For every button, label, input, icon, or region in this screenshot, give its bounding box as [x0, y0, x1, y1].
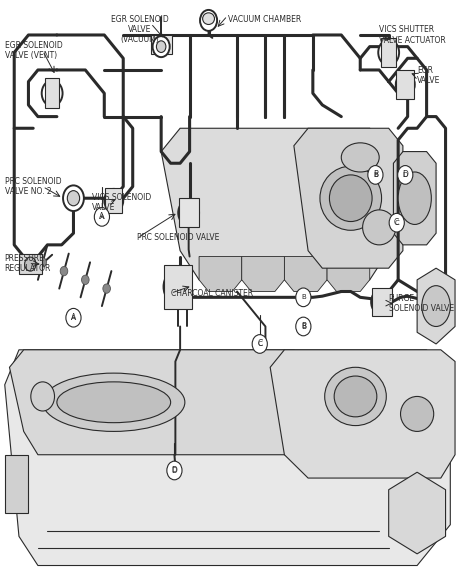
Text: C: C [257, 339, 263, 349]
Ellipse shape [341, 143, 379, 172]
Bar [396, 70, 414, 99]
Text: D: D [172, 466, 177, 475]
Text: C: C [257, 341, 262, 347]
Polygon shape [5, 350, 450, 566]
Bar [19, 254, 42, 274]
Text: PRESSURE
REGULATOR: PRESSURE REGULATOR [5, 254, 51, 273]
Text: PRC SOLENOID VALVE: PRC SOLENOID VALVE [137, 233, 220, 243]
Ellipse shape [329, 175, 372, 222]
Circle shape [39, 258, 46, 267]
Circle shape [383, 45, 395, 60]
Circle shape [371, 289, 392, 315]
Circle shape [178, 200, 199, 226]
Circle shape [296, 317, 311, 336]
Text: EGR
VALVE: EGR VALVE [417, 66, 440, 85]
Circle shape [168, 275, 188, 299]
Ellipse shape [325, 367, 386, 426]
Circle shape [398, 166, 413, 184]
Circle shape [389, 213, 404, 232]
Polygon shape [5, 455, 28, 513]
Polygon shape [284, 257, 327, 292]
Circle shape [167, 461, 182, 480]
Text: PURGE
SOLENOID VALVE: PURGE SOLENOID VALVE [389, 294, 454, 312]
Polygon shape [9, 350, 308, 455]
Polygon shape [393, 152, 436, 245]
Ellipse shape [334, 376, 377, 417]
Polygon shape [294, 128, 403, 268]
Circle shape [46, 86, 58, 101]
Circle shape [296, 288, 311, 307]
Circle shape [156, 41, 166, 52]
Text: C: C [394, 220, 399, 226]
Polygon shape [417, 268, 455, 344]
Bar [151, 35, 172, 54]
Circle shape [368, 166, 383, 184]
Circle shape [182, 205, 195, 220]
Text: A: A [71, 315, 76, 321]
Ellipse shape [43, 373, 185, 431]
Text: A: A [100, 214, 104, 220]
Text: B: B [373, 170, 378, 180]
Polygon shape [242, 257, 284, 292]
Ellipse shape [57, 382, 171, 423]
Polygon shape [270, 350, 455, 478]
Text: PRC SOLENOID
VALVE NO. 2: PRC SOLENOID VALVE NO. 2 [5, 177, 61, 196]
Circle shape [60, 266, 68, 276]
Ellipse shape [401, 396, 434, 431]
Bar [105, 188, 122, 213]
Text: EGR SOLENOID
VALVE (VENT): EGR SOLENOID VALVE (VENT) [5, 41, 63, 60]
Ellipse shape [320, 166, 382, 230]
Polygon shape [327, 257, 370, 292]
Circle shape [67, 191, 80, 206]
Ellipse shape [202, 13, 214, 24]
Polygon shape [199, 257, 242, 292]
Bar [372, 288, 392, 316]
Text: D: D [172, 468, 177, 473]
Text: C: C [394, 218, 400, 227]
Circle shape [63, 185, 84, 211]
Circle shape [42, 80, 63, 106]
Circle shape [103, 284, 110, 293]
Circle shape [25, 257, 36, 271]
Bar [381, 38, 396, 67]
Circle shape [396, 73, 415, 96]
Bar [45, 78, 59, 108]
Ellipse shape [363, 210, 396, 245]
Circle shape [104, 189, 123, 212]
Circle shape [82, 275, 89, 285]
Circle shape [66, 308, 81, 327]
Circle shape [378, 40, 399, 65]
Text: EGR SOLENOID
VALVE
(VACUUM): EGR SOLENOID VALVE (VACUUM) [111, 15, 169, 44]
Text: VACUUM CHAMBER: VACUUM CHAMBER [228, 15, 301, 23]
Text: D: D [402, 172, 408, 178]
Text: VICS SOLENOID
VALVE: VICS SOLENOID VALVE [92, 193, 152, 212]
Bar [179, 198, 199, 227]
Text: D: D [402, 170, 408, 180]
Circle shape [164, 269, 192, 304]
Text: CHARCOAL CANISTER: CHARCOAL CANISTER [171, 289, 253, 298]
Circle shape [94, 208, 109, 226]
Polygon shape [161, 128, 389, 280]
Text: VICS SHUTTER
VALVE ACTUATOR: VICS SHUTTER VALVE ACTUATOR [379, 26, 446, 44]
Circle shape [252, 335, 267, 353]
Text: A: A [71, 313, 76, 322]
Ellipse shape [398, 172, 431, 224]
Text: A: A [99, 212, 105, 222]
Circle shape [31, 382, 55, 411]
Circle shape [200, 10, 217, 31]
Ellipse shape [422, 286, 450, 326]
Text: B: B [301, 294, 306, 300]
Circle shape [153, 36, 170, 57]
Text: B: B [301, 324, 306, 329]
Polygon shape [389, 472, 446, 554]
Bar [164, 265, 192, 309]
Text: B: B [373, 172, 378, 178]
Text: B: B [301, 322, 306, 331]
Circle shape [400, 78, 411, 92]
